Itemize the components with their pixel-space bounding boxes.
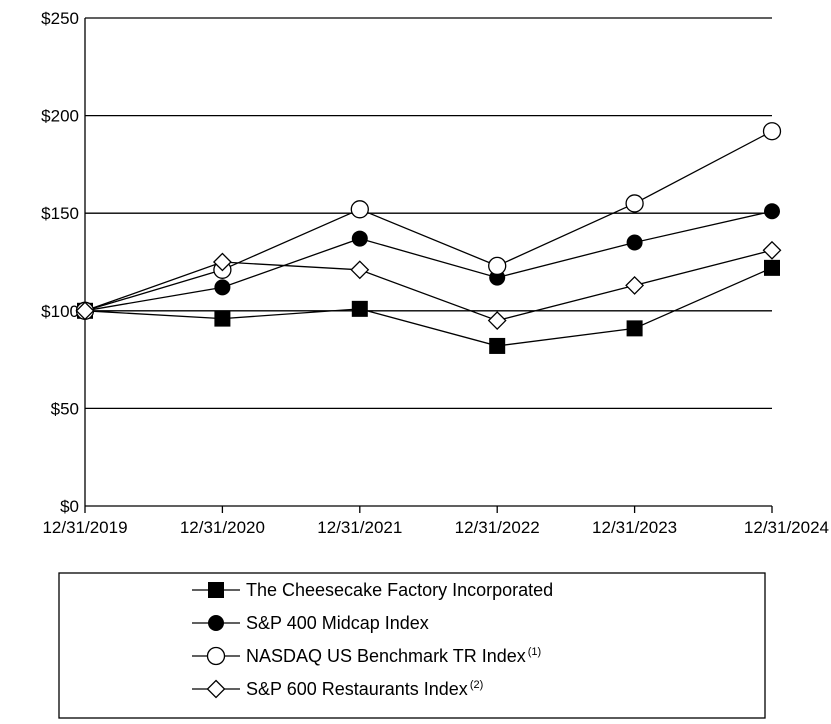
y-tick-label-1: $50: [51, 399, 79, 418]
legend-footnote-3: (2): [470, 679, 483, 691]
series-3-point-3: [487, 311, 507, 330]
legend-box: [58, 572, 766, 719]
legend-footnote-2: (1): [528, 646, 541, 658]
series-line-3: [84, 249, 773, 322]
series-1-point-4: [626, 234, 643, 251]
series-3-point-1: [212, 252, 232, 272]
x-tick-label-4: 12/31/2023: [592, 518, 677, 537]
x-tick-label-5: 12/31/2024: [744, 518, 829, 537]
series-1-point-5: [764, 203, 780, 220]
series-line-2: [84, 130, 773, 312]
series-1-point-2: [351, 230, 368, 247]
series-3-point-5: [762, 240, 782, 260]
legend-marker-0: [208, 582, 224, 598]
series-0-point-3: [489, 337, 506, 354]
series-2-point-2: [350, 200, 369, 219]
axes: [84, 18, 773, 513]
legend-label-3: S&P 600 Restaurants Index (2): [246, 679, 483, 699]
y-tick-label-5: $250: [41, 9, 79, 28]
series-3-point-2: [350, 260, 370, 280]
series-2-point-5: [762, 122, 782, 141]
legend-label-0: The Cheesecake Factory Incorporated: [246, 580, 553, 600]
x-tick-label-0: 12/31/2019: [42, 518, 127, 537]
series-1-point-1: [214, 279, 231, 296]
legend-marker-2: [206, 646, 226, 666]
series-0-point-5: [764, 259, 780, 276]
legend: The Cheesecake Factory Incorporated S&P 4…: [58, 572, 766, 719]
series-3-point-4: [625, 276, 645, 295]
y-axis-tick-labels: $0 $50 $100 $150 $200 $250: [41, 9, 79, 516]
y-tick-label-2: $100: [41, 302, 79, 321]
gridlines: [85, 17, 772, 410]
legend-label-1: S&P 400 Midcap Index: [246, 613, 429, 633]
x-axis-tick-labels: 12/31/2019 12/31/2020 12/31/2021 12/31/2022…: [42, 518, 829, 537]
series-line-0: [84, 267, 773, 347]
series-0-point-1: [214, 310, 231, 327]
series-0-point-2: [351, 300, 368, 317]
y-tick-label-0: $0: [60, 497, 79, 516]
series-0-point-4: [626, 320, 643, 337]
series-group: [75, 122, 782, 354]
legend-marker-3: [206, 679, 226, 699]
y-tick-label-3: $150: [41, 204, 79, 223]
x-tick-label-2: 12/31/2021: [317, 518, 402, 537]
x-tick-label-3: 12/31/2022: [455, 518, 540, 537]
legend-marker-1: [208, 615, 224, 631]
y-tick-label-4: $200: [41, 107, 79, 126]
series-2-point-4: [625, 194, 644, 213]
series-line-1: [84, 210, 773, 312]
x-tick-label-1: 12/31/2020: [180, 518, 265, 537]
legend-label-2: NASDAQ US Benchmark TR Index (1): [246, 646, 541, 666]
series-2-point-3: [488, 256, 507, 276]
series-3-point-0: [75, 301, 95, 321]
